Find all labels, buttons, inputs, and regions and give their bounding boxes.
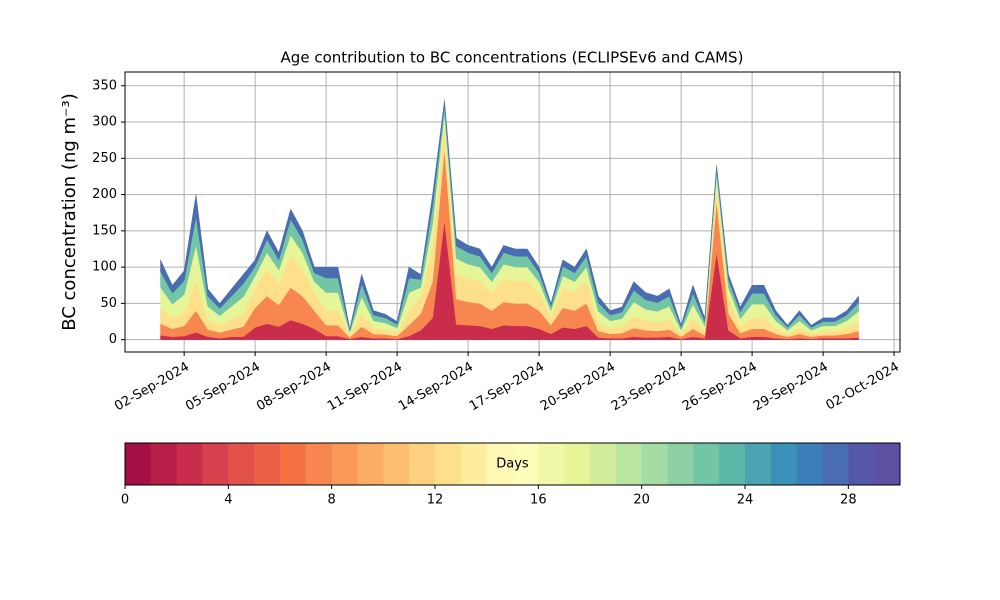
- colorbar-swatch: [125, 443, 152, 485]
- colorbar-tick-label: 16: [530, 493, 547, 508]
- colorbar-swatch: [435, 443, 462, 485]
- colorbar-swatch: [280, 443, 307, 485]
- colorbar-tick-label: 4: [224, 493, 232, 508]
- colorbar-swatch: [719, 443, 746, 485]
- colorbar-swatch: [512, 443, 539, 485]
- y-tick-label: 350: [92, 78, 117, 93]
- colorbar-swatch: [667, 443, 694, 485]
- colorbar-swatch: [564, 443, 591, 485]
- colorbar-tick-label: 0: [121, 493, 129, 508]
- colorbar-tick-label: 12: [427, 493, 444, 508]
- colorbar-swatch: [590, 443, 617, 485]
- colorbar-swatch: [460, 443, 488, 485]
- colorbar-frame: [124, 442, 901, 486]
- colorbar-swatch: [176, 443, 203, 485]
- colorbar-swatch: [331, 443, 358, 485]
- colorbar-swatch: [202, 443, 229, 485]
- y-tick-label: 100: [92, 260, 117, 275]
- colorbar-swatch: [486, 443, 513, 485]
- y-tick-label: 300: [92, 115, 117, 130]
- colorbar-swatch: [383, 443, 410, 485]
- colorbar-swatch: [848, 443, 875, 485]
- colorbar-swatch: [822, 443, 849, 485]
- axes: 05010015020025030035002-Sep-202405-Sep-2…: [92, 71, 902, 508]
- colorbar-swatch: [615, 443, 643, 485]
- area-band: [160, 100, 859, 331]
- y-axis-label: BC concentration (ng m⁻³): [59, 93, 80, 331]
- colorbar-tick-label: 8: [328, 493, 336, 508]
- colorbar-swatch: [305, 443, 333, 485]
- y-tick-label: 250: [92, 151, 117, 166]
- colorbar-swatch: [745, 443, 772, 485]
- colorbar-swatch: [796, 443, 823, 485]
- y-tick-label: 150: [92, 223, 117, 238]
- y-tick-label: 200: [92, 187, 117, 202]
- colorbar-swatch: [357, 443, 384, 485]
- colorbar-swatch: [538, 443, 565, 485]
- colorbar-swatch: [254, 443, 281, 485]
- colorbar-swatch: [228, 443, 255, 485]
- colorbar-tick-label: 28: [840, 493, 857, 508]
- y-tick-label: 50: [100, 296, 117, 311]
- colorbar-swatch: [874, 443, 901, 485]
- y-tick-label: 0: [109, 332, 117, 347]
- colorbar-swatch: [693, 443, 720, 485]
- colorbar-swatch: [641, 443, 668, 485]
- areas: [160, 100, 859, 340]
- colorbar-tick-label: 24: [737, 493, 754, 508]
- plot-frame: [124, 71, 901, 353]
- chart-title: Age contribution to BC concentrations (E…: [281, 49, 744, 67]
- colorbar-swatch: [770, 443, 798, 485]
- colorbar-swatch: [150, 443, 178, 485]
- colorbar-label: Days: [496, 457, 529, 472]
- colorbar-tick-label: 20: [633, 493, 650, 508]
- colorbar-swatch: [409, 443, 436, 485]
